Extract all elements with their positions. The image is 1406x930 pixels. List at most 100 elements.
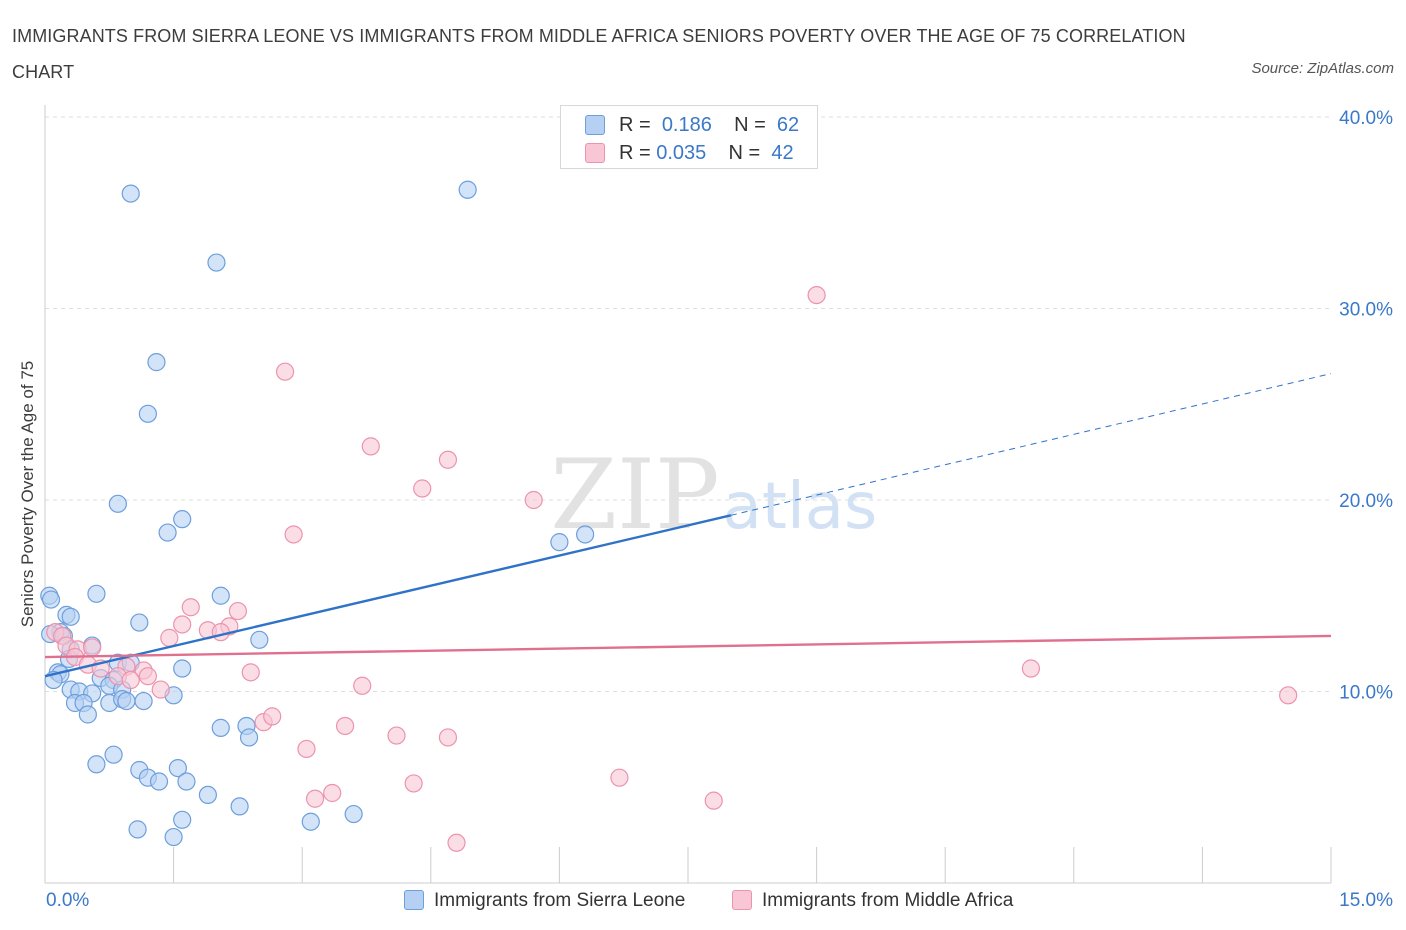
point-middle-africa [138,667,157,686]
point-sierra-leone [458,180,477,199]
point-middle-africa [305,789,325,808]
point-middle-africa [438,728,458,747]
legend-label: Immigrants from Middle Africa [762,890,1014,911]
legend-item-middle-africa: Immigrants from Middle Africa [732,890,1013,914]
r-value: 0.186 [661,114,712,136]
y-tick-label: 10.0% [1339,683,1393,704]
point-middle-africa [353,676,372,695]
watermark: ZIP atlas [550,439,877,551]
point-sierra-leone [130,613,149,632]
n-label: N = [728,142,761,164]
point-middle-africa [241,663,260,682]
point-sierra-leone [87,584,106,603]
n-value: 42 [771,142,794,164]
point-sierra-leone [41,590,61,609]
point-middle-africa [610,768,629,787]
watermark-zip: ZIP [550,439,719,551]
point-sierra-leone [301,812,320,831]
point-middle-africa [323,783,342,803]
point-sierra-leone [173,810,192,829]
correlation-legend: R = 0.186 N = 62 R = 0.035 N = 42 [560,105,818,169]
point-sierra-leone [138,404,157,423]
point-sierra-leone [158,523,177,542]
r-value: 0.035 [656,142,707,164]
point-sierra-leone [173,510,192,529]
point-sierra-leone [550,533,569,552]
point-middle-africa [83,638,102,657]
point-middle-africa [297,739,316,759]
point-sierra-leone [149,772,169,791]
chart-source: Source: ZipAtlas.com [1251,60,1394,77]
point-sierra-leone [87,755,106,774]
point-middle-africa [1279,686,1298,705]
point-sierra-leone [207,253,226,272]
point-middle-africa [361,437,380,456]
point-sierra-leone [250,630,269,649]
point-middle-africa [284,525,303,544]
legend-label: Immigrants from Sierra Leone [434,890,686,911]
point-sierra-leone [211,586,230,605]
point-middle-africa [173,615,192,634]
point-sierra-leone [168,758,187,778]
trend-lines [44,373,1332,678]
point-middle-africa [447,833,466,852]
point-middle-africa [807,285,826,305]
point-sierra-leone [61,607,80,626]
point-sierra-leone [239,728,259,747]
n-label: N = [734,114,766,136]
point-middle-africa [160,628,179,647]
point-middle-africa [1021,659,1041,678]
y-tick-label: 20.0% [1339,491,1393,512]
point-middle-africa [181,598,200,617]
point-sierra-leone [147,353,166,372]
point-sierra-leone [121,184,140,203]
series-sierra-leone [40,180,595,847]
point-sierra-leone [128,820,147,839]
legend-swatch-pink [585,143,605,163]
watermark-atlas: atlas [723,470,878,544]
point-middle-africa [228,601,247,621]
series-middle-africa [46,285,1298,852]
point-sierra-leone [108,494,127,513]
point-sierra-leone [576,525,595,544]
trend-line-middle-africa [44,634,1332,659]
point-sierra-leone [164,827,183,847]
x-tick-label-min: 0.0% [46,890,90,911]
point-sierra-leone [230,797,249,816]
n-value: 62 [776,114,800,136]
point-sierra-leone [117,691,136,711]
point-middle-africa [413,479,432,498]
point-sierra-leone [104,745,123,764]
point-sierra-leone [344,804,363,824]
point-middle-africa [524,490,543,510]
point-middle-africa [387,726,406,745]
trend-line-sierra-leone [44,514,732,678]
point-middle-africa [263,707,282,726]
point-middle-africa [404,774,423,793]
point-sierra-leone [177,772,196,791]
point-middle-africa [335,716,355,736]
trend-line-sierra-leone-projection [730,373,1332,516]
legend-swatch-pink [732,890,752,910]
axes [44,105,1332,884]
point-sierra-leone [173,659,192,678]
y-tick-labels: 10.0% 20.0% 30.0% 40.0% [1339,108,1393,704]
y-tick-label: 30.0% [1339,300,1393,321]
r-label: R = [619,114,651,136]
r-label: R = [619,142,651,164]
point-middle-africa [151,680,170,699]
point-sierra-leone [211,718,230,737]
point-sierra-leone [134,691,153,711]
chart-title: IMMIGRANTS FROM SIERRA LEONE VS IMMIGRAN… [12,26,1186,82]
legend-item-sierra-leone: Immigrants from Sierra Leone [404,890,685,914]
point-middle-africa [211,623,230,642]
point-sierra-leone [78,705,97,724]
legend-swatch-blue [404,890,424,910]
point-middle-africa [438,450,458,469]
point-middle-africa [704,791,723,810]
x-tick-label-max: 15.0% [1339,890,1393,911]
point-middle-africa [121,670,140,690]
legend-swatch-blue [585,115,605,135]
point-middle-africa [275,362,295,381]
